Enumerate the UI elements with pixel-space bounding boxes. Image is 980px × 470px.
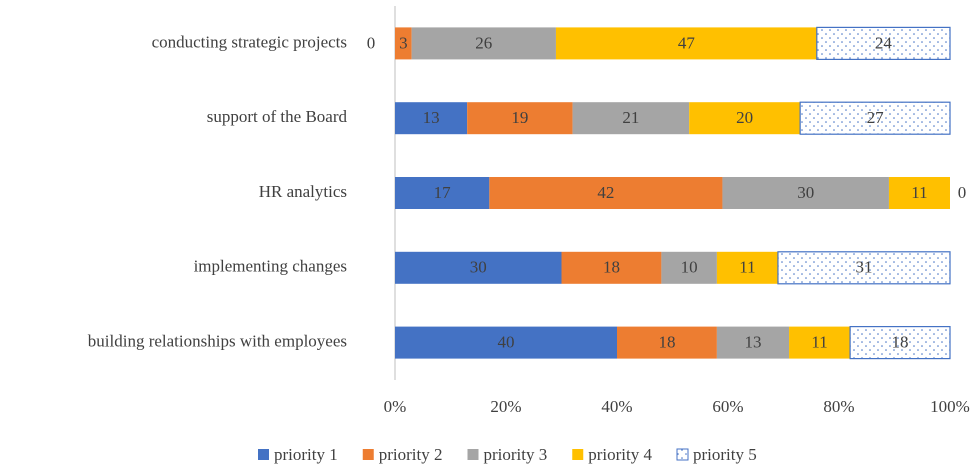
data-label: 0 bbox=[367, 33, 376, 52]
x-tick-label: 80% bbox=[823, 397, 854, 416]
data-label: 3 bbox=[399, 33, 408, 52]
legend-label: priority 3 bbox=[484, 445, 548, 464]
y-tick-label: building relationships with employees bbox=[88, 332, 347, 351]
data-label: 11 bbox=[739, 258, 755, 277]
x-tick-label: 60% bbox=[712, 397, 743, 416]
data-label: 21 bbox=[622, 108, 639, 127]
data-label: 42 bbox=[597, 183, 614, 202]
bar-segment bbox=[561, 251, 662, 284]
bar-segment bbox=[572, 102, 690, 135]
data-label: 13 bbox=[744, 333, 761, 352]
bar-segment bbox=[789, 326, 851, 359]
data-label: 13 bbox=[423, 108, 440, 127]
data-label: 30 bbox=[470, 258, 487, 277]
data-label: 18 bbox=[658, 333, 675, 352]
data-label: 18 bbox=[892, 333, 909, 352]
y-tick-label: support of the Board bbox=[207, 107, 348, 126]
data-label: 11 bbox=[911, 183, 927, 202]
y-tick-label: implementing changes bbox=[194, 257, 347, 276]
bar-segment bbox=[489, 177, 723, 209]
legend-label: priority 5 bbox=[693, 445, 757, 464]
bar-segment bbox=[395, 251, 562, 284]
bar-segment bbox=[661, 251, 717, 284]
bar-segment bbox=[467, 102, 573, 135]
legend-swatch bbox=[676, 448, 689, 461]
bar-segment bbox=[799, 101, 951, 135]
data-label: 24 bbox=[875, 33, 893, 52]
bar-segment bbox=[555, 27, 817, 60]
bar-segment bbox=[816, 26, 951, 60]
legend-swatch bbox=[572, 449, 584, 460]
data-label: 0 bbox=[958, 183, 967, 202]
data-label: 40 bbox=[498, 333, 515, 352]
bar-segment bbox=[395, 102, 468, 135]
bar-segment bbox=[716, 251, 778, 284]
bar-segment bbox=[411, 27, 556, 60]
bar-segment bbox=[716, 326, 790, 359]
data-label: 27 bbox=[867, 108, 885, 127]
x-tick-label: 40% bbox=[601, 397, 632, 416]
data-label: 10 bbox=[681, 258, 698, 277]
bar-segment bbox=[849, 326, 951, 360]
y-tick-label: HR analytics bbox=[259, 182, 347, 201]
y-tick-label: conducting strategic projects bbox=[152, 32, 347, 51]
bar-segment bbox=[395, 27, 412, 60]
bar-segment bbox=[689, 102, 801, 135]
legend-swatch bbox=[362, 449, 374, 460]
data-label: 18 bbox=[603, 258, 620, 277]
bar-segment bbox=[777, 251, 951, 285]
data-label: 20 bbox=[736, 108, 753, 127]
data-label: 19 bbox=[511, 108, 528, 127]
x-tick-label: 20% bbox=[490, 397, 521, 416]
legend-label: priority 1 bbox=[274, 445, 338, 464]
x-tick-label: 0% bbox=[384, 397, 407, 416]
data-label: 47 bbox=[678, 33, 696, 52]
data-label: 17 bbox=[434, 183, 452, 202]
x-tick-label: 100% bbox=[930, 397, 970, 416]
legend-label: priority 2 bbox=[379, 445, 443, 464]
bar-segment bbox=[395, 177, 490, 209]
bar-segment bbox=[722, 177, 889, 209]
legend-swatch bbox=[258, 449, 269, 460]
bar-segment bbox=[617, 326, 717, 359]
data-label: 31 bbox=[855, 258, 872, 277]
data-label: 30 bbox=[797, 183, 814, 202]
bar-segment bbox=[888, 177, 950, 209]
data-label: 11 bbox=[811, 333, 827, 352]
legend-label: priority 4 bbox=[588, 445, 652, 464]
legend-swatch bbox=[467, 449, 479, 460]
data-label: 26 bbox=[475, 33, 492, 52]
bar-segment bbox=[395, 326, 617, 359]
